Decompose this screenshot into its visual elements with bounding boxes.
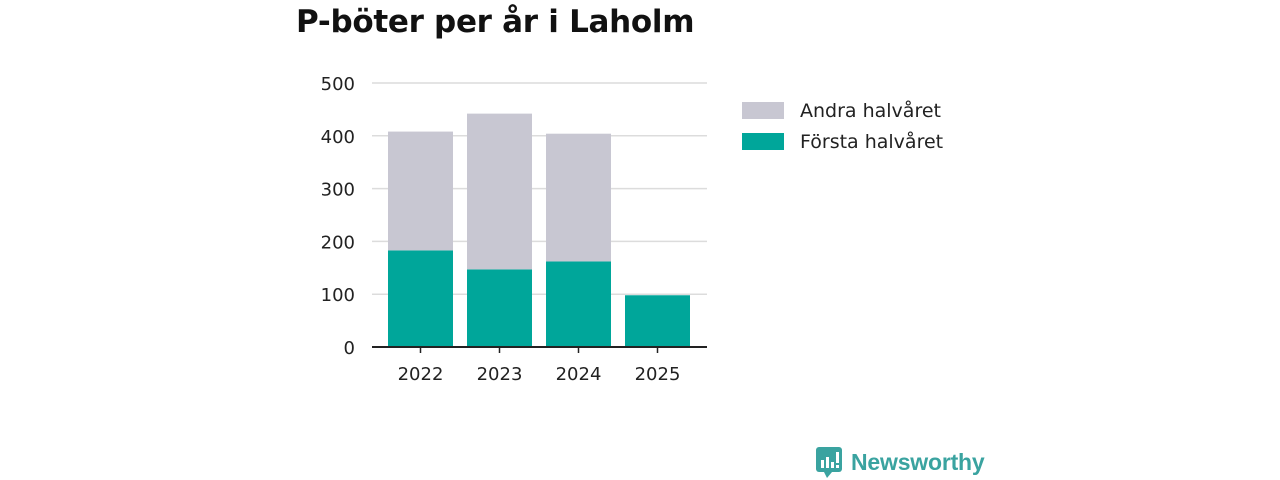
- x-tick-label: 2025: [635, 364, 681, 385]
- legend-swatch: [742, 133, 784, 150]
- legend-swatch: [742, 102, 784, 119]
- newsworthy-logo-icon: [816, 447, 842, 478]
- bar-forsta-2022: [388, 250, 453, 347]
- y-tick-label: 0: [344, 338, 355, 359]
- y-tick-label: 500: [321, 74, 355, 95]
- x-tick-label: 2024: [556, 364, 602, 385]
- y-tick-label: 300: [321, 180, 355, 201]
- bar-forsta-2023: [467, 269, 532, 347]
- brand-name: Newsworthy: [851, 448, 985, 475]
- y-tick-label: 200: [321, 232, 355, 253]
- x-tick-label: 2022: [398, 364, 444, 385]
- bar-forsta-2024: [546, 261, 611, 347]
- legend-label: Andra halvåret: [800, 99, 941, 122]
- bar-forsta-2025: [625, 295, 690, 347]
- bar-andra-2024: [546, 133, 611, 262]
- legend-label: Första halvåret: [800, 130, 943, 153]
- bar-chart: 0 100 200 300 400 500 2022 2023 2024 2025 Andra ha…: [321, 74, 943, 385]
- brand-logo: Newsworthy: [815, 446, 985, 478]
- x-tick-label: 2023: [477, 364, 523, 385]
- bar-andra-2022: [388, 131, 453, 251]
- y-tick-label: 400: [321, 127, 355, 148]
- y-tick-label: 100: [321, 285, 355, 306]
- chart-title: P-böter per år i Laholm: [296, 4, 695, 40]
- bar-andra-2023: [467, 113, 532, 270]
